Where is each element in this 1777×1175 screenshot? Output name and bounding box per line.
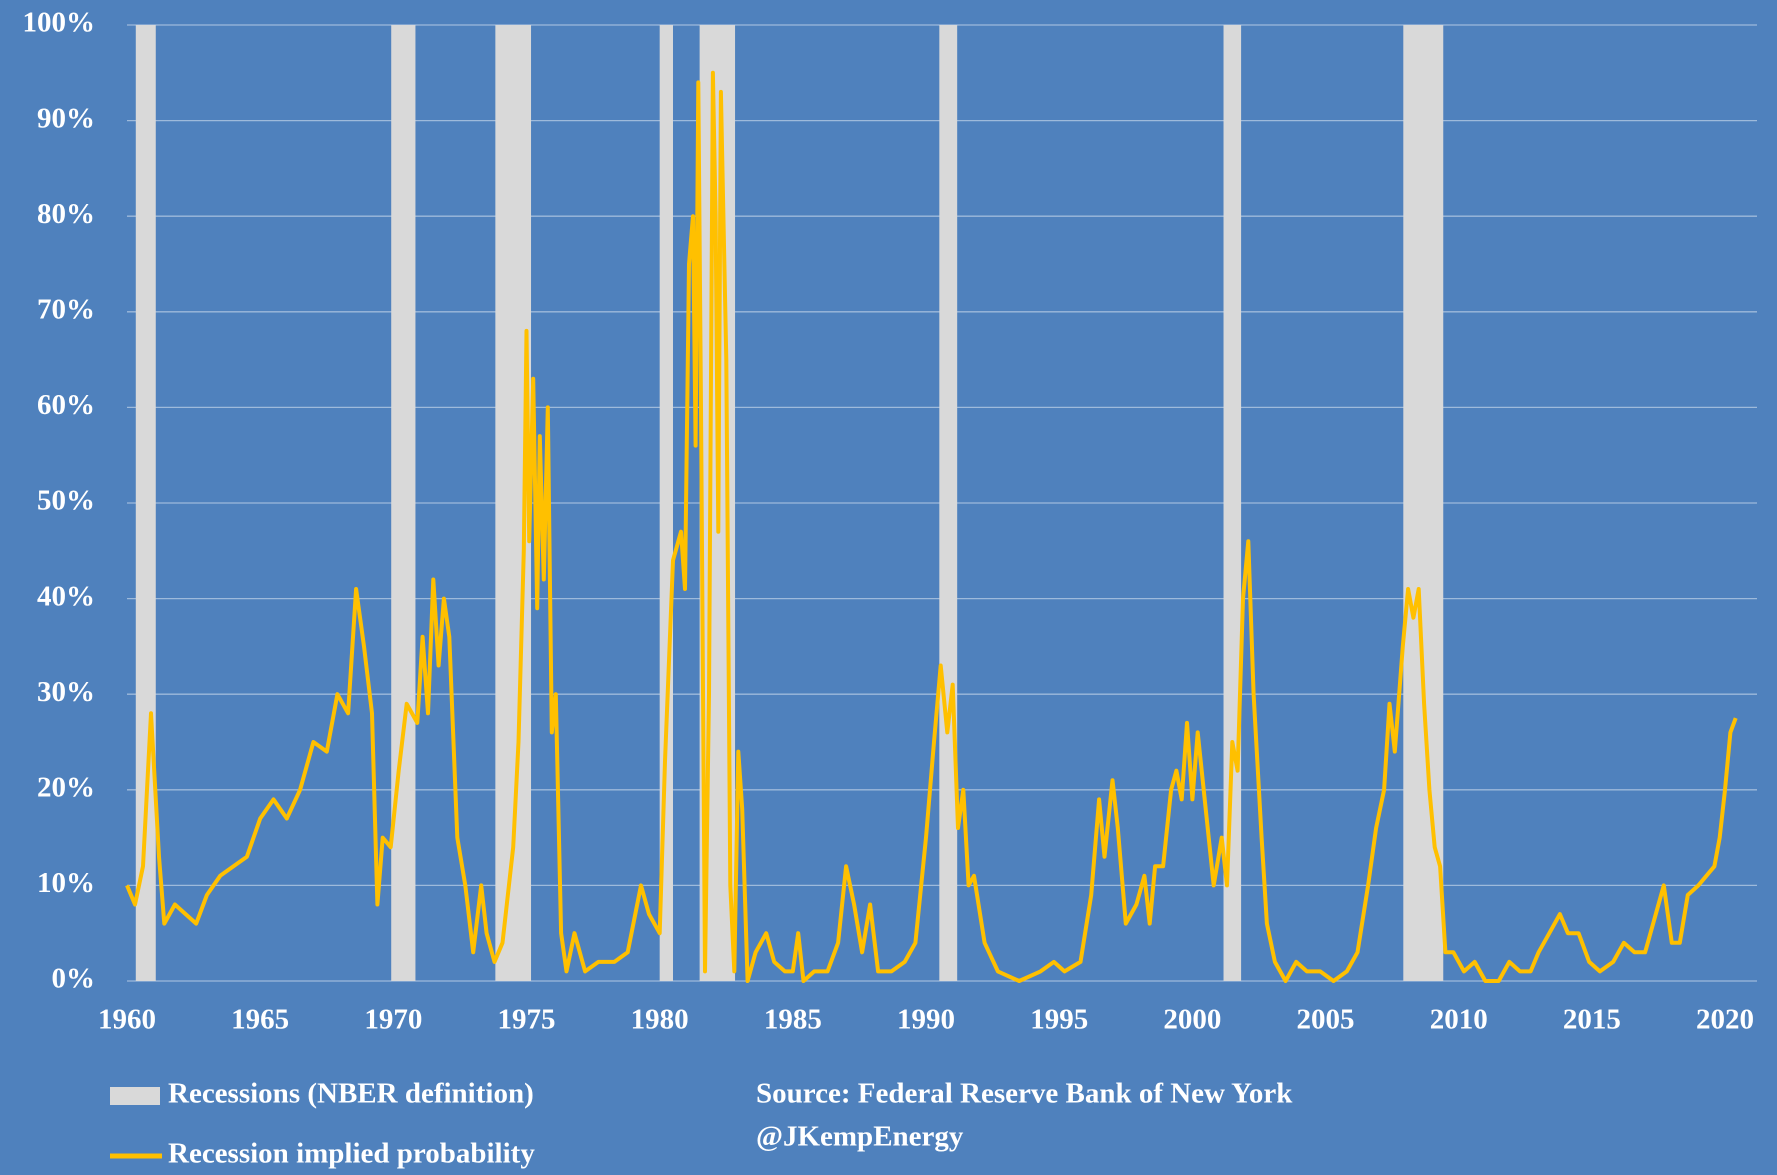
x-tick-label: 2005 [1297, 1004, 1355, 1036]
line [125, 70, 1738, 983]
recession-band [659, 25, 673, 981]
y-tick-label: 40% [37, 580, 95, 612]
y-tick-label: 0% [52, 963, 96, 995]
x-tick-label: 2000 [1163, 1004, 1221, 1036]
x-tick-label: 1995 [1030, 1004, 1088, 1036]
x-tick-label: 1985 [764, 1004, 822, 1036]
x-tick-label: 1990 [897, 1004, 955, 1036]
y-tick-label: 90% [37, 102, 95, 134]
x-tick-label: 1960 [98, 1004, 156, 1036]
y-tick-label: 80% [37, 198, 95, 230]
recession-band [391, 25, 416, 981]
recession-band [1403, 25, 1444, 981]
x-tick-label: 1975 [498, 1004, 556, 1036]
x-tick-label: 1965 [231, 1004, 289, 1036]
recession-band [1223, 25, 1242, 981]
recession-band [939, 25, 958, 981]
y-tick-label: 70% [37, 293, 95, 325]
credit: @JKempEnergy [756, 1121, 964, 1153]
y-tick-label: 100% [23, 7, 96, 39]
y-tick-label: 60% [37, 389, 95, 421]
legend-swatch [110, 1087, 160, 1105]
y-tick-label: 30% [37, 676, 95, 708]
x-tick-label: 1970 [364, 1004, 422, 1036]
x-tick-label: 2015 [1563, 1004, 1621, 1036]
legend-label: Recession implied probability [168, 1138, 535, 1170]
source: Source: Federal Reserve Bank of New York [756, 1078, 1293, 1110]
y-tick-label: 20% [37, 771, 95, 803]
x-tick-label: 1980 [631, 1004, 689, 1036]
x-tick-label: 2010 [1430, 1004, 1488, 1036]
y-tick-label: 10% [37, 867, 95, 899]
legend-label: Recessions (NBER definition) [168, 1078, 534, 1110]
y-tick-label: 50% [37, 485, 95, 517]
x-tick-label: 2020 [1696, 1004, 1754, 1036]
